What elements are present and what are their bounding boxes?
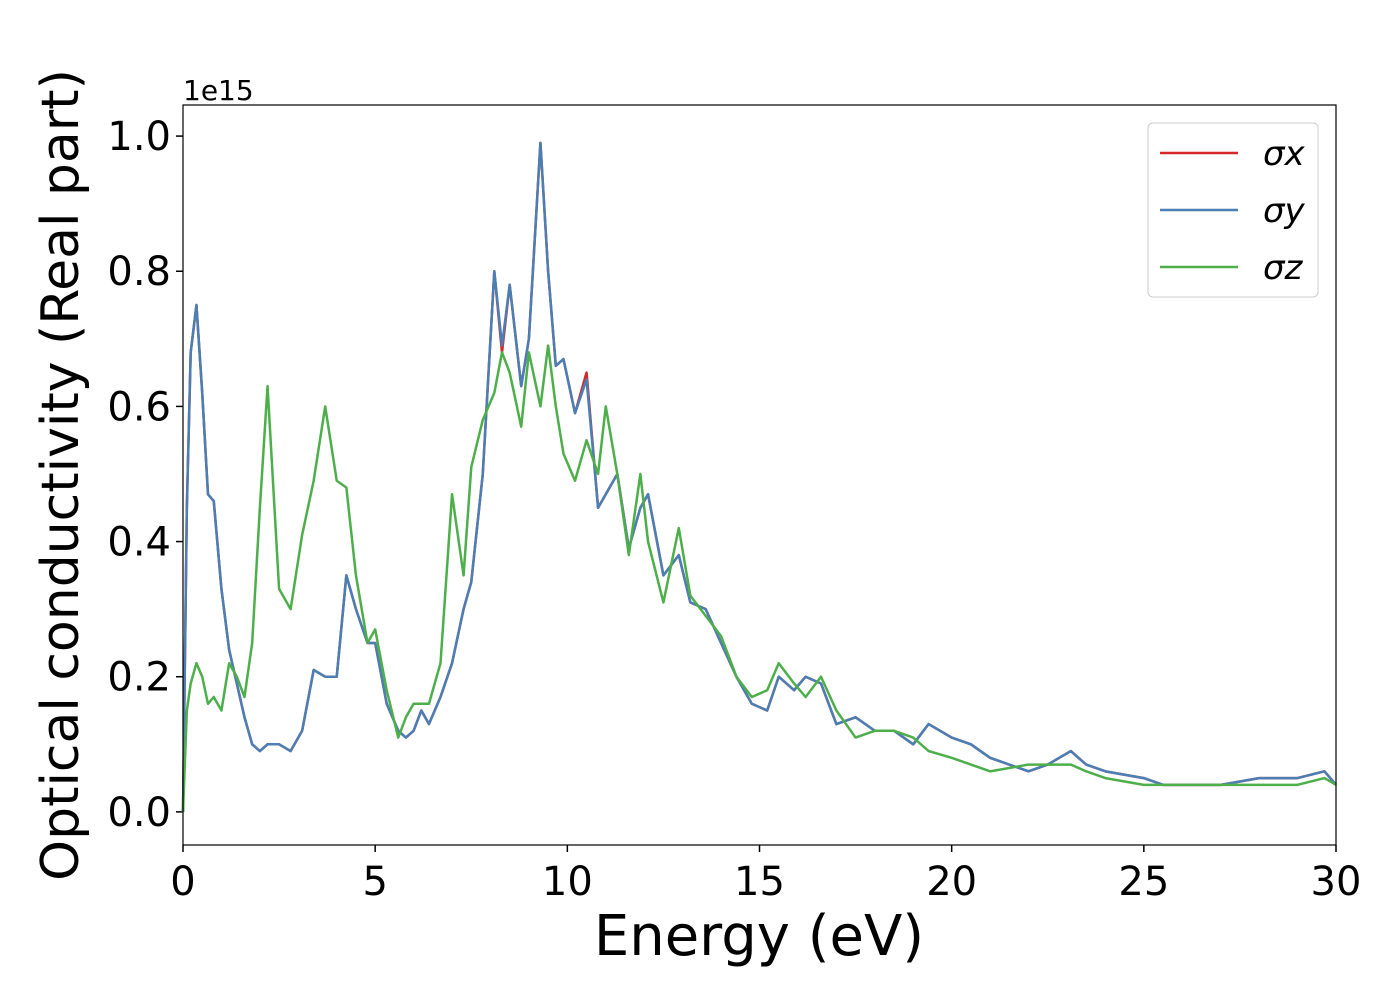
x-tick-label: 30 [1311, 859, 1362, 905]
y-tick-label: 0.6 [107, 384, 171, 430]
series-line [181, 344, 1337, 812]
x-tick-label: 15 [734, 859, 785, 905]
y-offset-label: 1e15 [183, 74, 254, 107]
plot-frame [182, 104, 1337, 846]
series-line [181, 141, 1337, 812]
y-tick-label: 0.2 [107, 655, 171, 701]
x-tick-label: 5 [362, 859, 387, 905]
y-tick-label: 0.0 [107, 790, 171, 836]
x-tick-label: 20 [926, 859, 977, 905]
x-tick-label: 0 [170, 859, 195, 905]
legend-label: σy [1263, 191, 1306, 231]
y-tick-label: 1.0 [107, 114, 171, 160]
x-tick-label: 10 [542, 859, 593, 905]
legend-label: σz [1263, 248, 1304, 288]
y-axis-label: Optical conductivity (Real part) [31, 69, 91, 881]
x-axis-label: Energy (eV) [594, 904, 924, 969]
y-tick-label: 0.8 [107, 249, 171, 295]
legend-label: σx [1263, 134, 1306, 174]
x-tick-label: 25 [1118, 859, 1169, 905]
y-tick-label: 0.4 [107, 520, 171, 566]
